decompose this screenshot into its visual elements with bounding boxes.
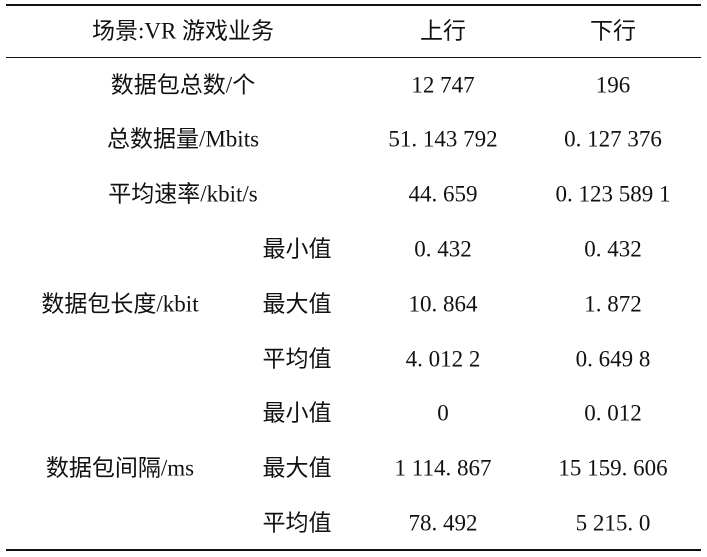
value-cell: 10. 864 [408, 291, 478, 317]
value-cell: 0. 649 8 [575, 346, 651, 371]
header-cell: 下行 [590, 18, 636, 44]
row-label: 数据包总数/个 [110, 72, 256, 97]
sub-label: 平均值 [262, 510, 332, 536]
value-cell: 0. 432 [584, 236, 642, 262]
value-cell: 78. 492 [408, 510, 478, 536]
value-cell: 5 215. 0 [575, 510, 651, 536]
row-label: 总数据量/Mbits [106, 126, 260, 152]
value-cell: 44. 659 [408, 181, 478, 207]
sub-label: 最大值 [262, 291, 332, 317]
top-rule [6, 4, 701, 6]
header-cell: 场景:VR 游戏业务 [91, 18, 275, 44]
row-label: 平均速率/kbit/s [108, 181, 258, 207]
header-cell: 上行 [420, 18, 466, 44]
value-cell: 0. 432 [414, 236, 472, 262]
group-label: 数据包间隔/ms [45, 455, 195, 481]
value-cell: 4. 012 2 [405, 346, 481, 371]
sub-label: 最大值 [262, 455, 332, 481]
value-cell: 0. 127 376 [564, 126, 662, 152]
sub-label: 最小值 [262, 400, 332, 426]
value-cell: 196 [595, 72, 631, 97]
value-cell: 0. 123 589 1 [555, 181, 671, 207]
value-cell: 1 114. 867 [394, 455, 492, 481]
sub-label: 最小值 [262, 236, 332, 262]
value-cell: 12 747 [411, 72, 475, 97]
bottom-rule [6, 549, 701, 551]
sub-label: 平均值 [262, 346, 332, 371]
value-cell: 15 159. 606 [558, 455, 668, 481]
value-cell: 51. 143 792 [388, 126, 498, 152]
group-label: 数据包长度/kbit [41, 291, 199, 317]
value-cell: 0. 012 [584, 400, 642, 426]
value-cell: 0 [437, 400, 449, 426]
header-rule [6, 57, 701, 58]
value-cell: 1. 872 [584, 291, 642, 317]
